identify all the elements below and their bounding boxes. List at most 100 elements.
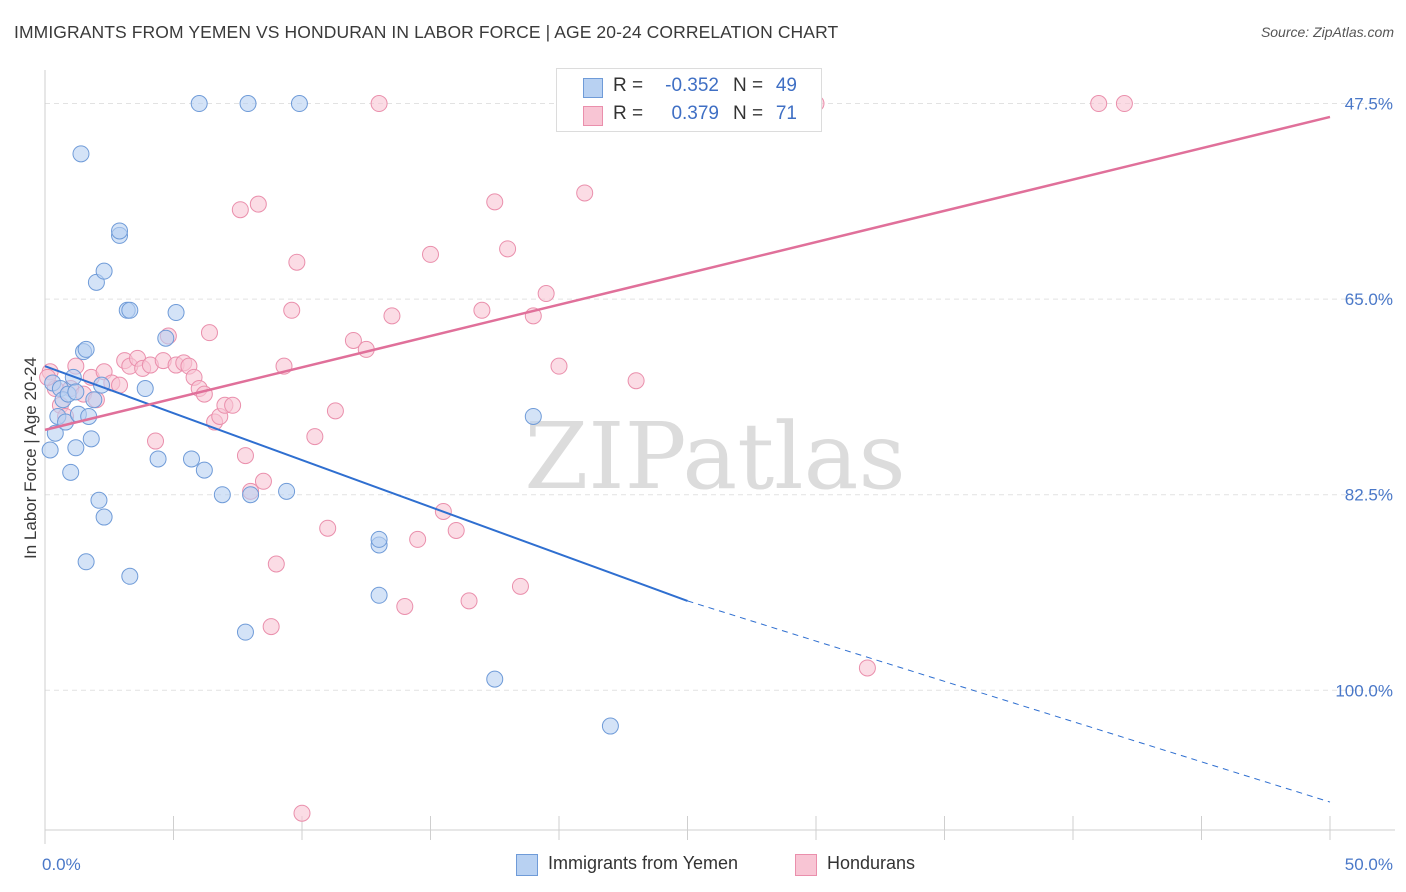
honduran-point: [383, 307, 401, 325]
honduran-point: [288, 253, 306, 271]
honduran-point: [370, 95, 388, 113]
honduran-point: [319, 519, 337, 537]
honduran-point: [499, 240, 517, 258]
yemen-point: [62, 463, 80, 481]
yemen-point: [111, 222, 129, 240]
yemen-points: [41, 95, 619, 735]
n-value: 49: [775, 75, 797, 96]
honduran-point: [236, 447, 254, 465]
yemen-legend-swatch: [516, 854, 538, 876]
n-label: N =: [733, 103, 764, 124]
honduran-point: [409, 530, 427, 548]
yemen-point: [157, 329, 175, 347]
r-value: 0.379: [671, 103, 719, 124]
yemen-trend-extension: [687, 600, 1331, 803]
yemen-point: [72, 145, 90, 163]
yemen-point: [121, 301, 139, 319]
honduran-point: [486, 193, 504, 211]
honduran-point: [627, 372, 645, 390]
y-axis-label: In Labor Force | Age 20-24: [21, 357, 40, 559]
yemen-point: [290, 95, 308, 113]
honduran-point: [200, 324, 218, 342]
honduran-point: [147, 432, 165, 450]
yemen-point: [77, 553, 95, 571]
stats-legend: R = -0.352 N = 49 R = 0.379 N = 71: [556, 68, 822, 132]
yemen-point: [278, 482, 296, 500]
yemen-point: [77, 340, 95, 358]
honduran-point: [1115, 95, 1133, 113]
x-tick-label: 0.0%: [42, 855, 81, 874]
yemen-point: [90, 491, 108, 509]
yemen-point: [524, 407, 542, 425]
yemen-point: [85, 391, 103, 409]
source-label: Source: ZipAtlas.com: [1260, 24, 1394, 40]
yemen-point: [167, 304, 185, 322]
honduran-point: [224, 396, 242, 414]
yemen-point: [182, 450, 200, 468]
honduran-point: [267, 555, 285, 573]
yemen-point: [239, 95, 257, 113]
honduran-point: [447, 521, 465, 539]
r-label: R =: [613, 103, 644, 124]
yemen-point: [67, 383, 85, 401]
axes-layer: 0.0% 50.0%: [42, 70, 1395, 874]
honduran-point: [550, 357, 568, 375]
yemen-point: [136, 380, 154, 398]
yemen-legend-label: Immigrants from Yemen: [548, 853, 739, 873]
trend-lines: [44, 115, 1331, 803]
x-tick-label: 50.0%: [1345, 855, 1393, 874]
yemen-point: [41, 441, 59, 459]
yemen-point: [486, 670, 504, 688]
y-tick-label: 47.5%: [1345, 95, 1393, 114]
honduran-point: [306, 428, 324, 446]
honduran-legend-label: Hondurans: [827, 853, 916, 873]
honduran-point: [537, 285, 555, 303]
yemen-point: [95, 262, 113, 280]
yemen-point: [95, 508, 113, 526]
yemen-point: [82, 430, 100, 448]
honduran-point: [254, 472, 272, 490]
yemen-point: [370, 586, 388, 604]
r-value: -0.352: [665, 75, 719, 96]
y-tick-label: 65.0%: [1345, 290, 1393, 309]
yemen-point: [213, 486, 231, 504]
yemen-point: [149, 450, 167, 468]
honduran-point: [1090, 95, 1108, 113]
stats-row-yemen: R = -0.352 N = 49: [557, 73, 821, 101]
honduran-trend-line: [44, 115, 1331, 432]
yemen-trend-line: [44, 365, 688, 602]
yemen-point: [80, 407, 98, 425]
honduran-point: [293, 804, 311, 822]
yemen-point: [236, 623, 254, 641]
honduran-legend-swatch: [795, 854, 817, 876]
honduran-point: [396, 597, 414, 615]
honduran-point: [326, 402, 344, 420]
chart-title: IMMIGRANTS FROM YEMEN VS HONDURAN IN LAB…: [14, 22, 839, 42]
n-label: N =: [733, 75, 764, 96]
honduran-point: [422, 245, 439, 263]
y-tick-label: 82.5%: [1345, 486, 1393, 505]
honduran-point: [858, 659, 876, 677]
honduran-point: [511, 577, 529, 595]
honduran-point: [249, 195, 267, 213]
honduran-point: [460, 592, 478, 610]
yemen-point: [121, 567, 139, 585]
yemen-point: [67, 439, 85, 457]
yemen-swatch: [583, 78, 603, 98]
stats-row-honduran: R = 0.379 N = 71: [557, 101, 821, 129]
grid-layer: 100.0% 82.5% 65.0% 47.5%: [45, 95, 1395, 700]
honduran-point: [344, 331, 362, 349]
yemen-point: [195, 461, 213, 479]
series-legend: Immigrants from Yemen Hondurans: [0, 852, 1406, 878]
honduran-point: [283, 301, 301, 319]
yemen-point: [242, 486, 260, 504]
yemen-point: [601, 717, 619, 735]
honduran-point: [576, 184, 594, 202]
yemen-point: [370, 530, 388, 548]
honduran-point: [262, 618, 280, 636]
y-tick-label: 100.0%: [1335, 681, 1393, 700]
watermark: ZIPatlas: [524, 403, 905, 510]
yemen-point: [190, 95, 208, 113]
n-value: 71: [775, 103, 797, 124]
